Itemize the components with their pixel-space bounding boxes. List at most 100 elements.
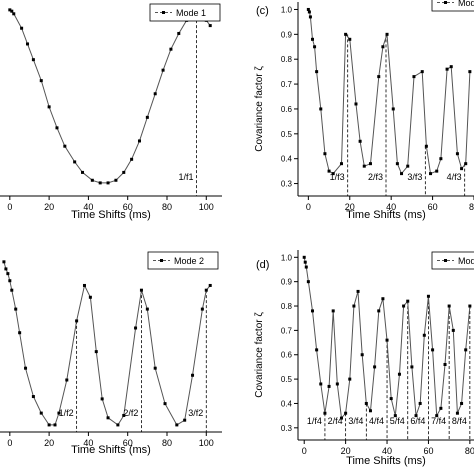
data-point — [134, 326, 138, 330]
data-point — [20, 26, 24, 30]
x-tick-label: 40 — [83, 202, 93, 212]
x-tick-label: 20 — [345, 202, 355, 212]
data-point — [114, 178, 118, 182]
data-point — [313, 45, 317, 49]
x-tick-label: 40 — [382, 446, 392, 456]
period-marker-label: 2/f4 — [328, 416, 343, 426]
data-point — [418, 401, 422, 405]
data-point — [426, 294, 430, 298]
legend: Mode 3 — [431, 0, 474, 12]
data-point — [175, 423, 179, 427]
data-point — [393, 414, 397, 418]
data-point — [460, 401, 464, 405]
y-tick-label: 0.3 — [281, 424, 293, 433]
data-point — [47, 423, 51, 427]
x-tick-label: 60 — [123, 202, 133, 212]
data-point — [420, 70, 424, 74]
data-point — [204, 288, 208, 292]
data-point — [389, 397, 393, 401]
data-point — [354, 102, 358, 106]
x-tick-label: 40 — [83, 438, 93, 448]
series-line-1 — [3, 261, 211, 426]
x-tick-label: 0 — [306, 202, 311, 212]
data-point — [153, 92, 157, 96]
x-tick-label: 0 — [302, 446, 307, 456]
data-point — [362, 164, 366, 168]
y-tick-label: 0.5 — [281, 130, 293, 139]
data-point — [412, 75, 416, 79]
period-marker-label: 3/f2 — [188, 408, 203, 418]
y-tick-label: 0.8 — [281, 302, 293, 311]
data-point — [429, 172, 433, 176]
data-point — [161, 68, 165, 72]
y-tick-label: 0.6 — [281, 105, 293, 114]
data-point — [464, 162, 468, 166]
data-point — [339, 416, 343, 420]
data-point — [431, 348, 435, 352]
data-point — [163, 402, 167, 406]
data-point — [323, 152, 327, 156]
data-point — [377, 309, 381, 313]
data-point — [106, 181, 110, 185]
data-point — [39, 79, 43, 83]
data-point — [385, 338, 389, 342]
data-point — [304, 265, 308, 269]
data-point — [373, 365, 377, 369]
plot-area — [8, 8, 212, 196]
legend-label: Mode 1 — [176, 8, 206, 18]
x-tick-label: 60 — [428, 202, 438, 212]
data-point — [106, 416, 110, 420]
legend-label: Mode 3 — [458, 0, 474, 8]
data-point — [303, 260, 307, 264]
x-tick-label: 60 — [423, 446, 433, 456]
data-point — [122, 413, 126, 417]
data-point — [460, 167, 464, 171]
data-point — [327, 169, 331, 173]
data-point — [447, 304, 451, 308]
period-marker-label: 1/f2 — [59, 408, 74, 418]
legend: Mode 4 — [431, 251, 474, 270]
data-point — [406, 299, 410, 303]
data-point — [18, 331, 22, 335]
data-point — [169, 47, 173, 51]
period-marker-label: 1/f3 — [330, 172, 345, 182]
data-point — [24, 366, 28, 370]
series-line-1 — [9, 9, 211, 184]
chart-panel-1: 0 20 40 60 80 100 Time Shifts (ms) 1/f1 Mode 1 — [0, 3, 222, 221]
data-point — [130, 157, 134, 161]
y-tick-label: 0.9 — [281, 278, 293, 287]
legend-box — [149, 3, 221, 22]
panel-label: (c) — [256, 5, 269, 17]
data-point — [98, 181, 102, 185]
data-point — [2, 260, 6, 264]
data-point — [55, 126, 59, 130]
series-line-1 — [307, 9, 471, 175]
plot-area — [306, 7, 472, 196]
data-point — [360, 353, 364, 357]
data-point — [455, 411, 459, 415]
data-point — [395, 162, 399, 166]
data-point — [39, 411, 43, 415]
x-tick-label: 20 — [44, 202, 54, 212]
data-point — [397, 372, 401, 376]
y-tick-label: 0.7 — [281, 80, 293, 89]
x-tick-label: 20 — [341, 446, 351, 456]
data-point — [464, 348, 468, 352]
data-point — [73, 160, 77, 164]
data-point — [307, 10, 311, 14]
data-point — [8, 8, 12, 12]
data-point — [319, 382, 323, 386]
period-marker-label: 1/f4 — [307, 416, 322, 426]
y-tick-label: 0.5 — [281, 375, 293, 384]
data-point — [137, 139, 141, 143]
legend-marker — [444, 1, 447, 4]
data-point — [153, 366, 157, 370]
data-point — [424, 144, 428, 148]
legend-marker — [444, 259, 447, 262]
data-point — [439, 157, 443, 161]
data-point — [4, 267, 8, 271]
data-point — [443, 362, 447, 366]
data-point — [139, 288, 143, 292]
data-point — [14, 307, 18, 311]
y-tick-label: 0.9 — [281, 30, 293, 39]
